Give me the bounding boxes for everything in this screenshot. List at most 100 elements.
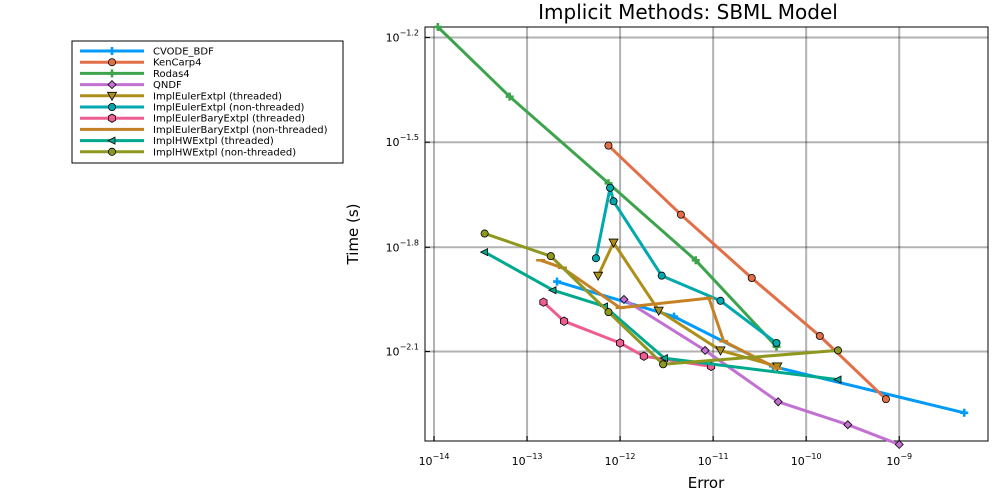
x-tick-label: 10−11 bbox=[698, 452, 729, 468]
x-tick-exp: −12 bbox=[619, 452, 636, 461]
data-point bbox=[772, 339, 781, 348]
legend-label: ImplHWExtpl (non-threaded) bbox=[153, 147, 296, 158]
data-point bbox=[619, 294, 629, 304]
data-point bbox=[616, 338, 625, 348]
legend-label: CVODE_BDF bbox=[153, 47, 214, 58]
data-point bbox=[433, 23, 442, 31]
y-tick-exp: −1.2 bbox=[400, 28, 419, 37]
data-point bbox=[548, 286, 557, 295]
data-point bbox=[553, 277, 562, 286]
x-tick-base: 10 bbox=[512, 455, 526, 468]
series-line bbox=[483, 250, 839, 382]
data-point bbox=[834, 346, 843, 355]
series-5 bbox=[591, 183, 781, 348]
data-point bbox=[691, 256, 700, 265]
y-tick-base: 10 bbox=[386, 346, 400, 359]
legend-marker bbox=[107, 113, 117, 123]
grid-lines bbox=[425, 27, 988, 441]
axis-ticks: 10−14 10−13 10−12 10−11 10−10 10−910−1.210−1.… bbox=[386, 28, 913, 468]
y-tick-label: 10−1.8 bbox=[386, 238, 419, 254]
data-point bbox=[815, 331, 824, 340]
data-point bbox=[894, 439, 904, 450]
y-tick-exp: −1.8 bbox=[400, 238, 419, 247]
legend-item: ImplHWExtpl (threaded) bbox=[80, 136, 274, 147]
x-tick-exp: −14 bbox=[433, 452, 450, 461]
legend-label: KenCarp4 bbox=[153, 58, 201, 69]
data-point bbox=[700, 345, 710, 355]
series-9 bbox=[480, 229, 843, 369]
data-point bbox=[716, 296, 725, 305]
x-tick-label: 10−13 bbox=[512, 452, 543, 468]
plot-frame bbox=[424, 26, 989, 442]
data-point bbox=[546, 252, 555, 261]
legend-marker bbox=[108, 69, 116, 78]
data-point bbox=[639, 351, 648, 361]
series-3 bbox=[619, 294, 904, 450]
series-line bbox=[594, 186, 778, 345]
data-point bbox=[539, 297, 548, 307]
x-tick-label: 10−10 bbox=[791, 452, 822, 468]
data-point bbox=[608, 238, 619, 248]
data-point bbox=[560, 316, 569, 326]
x-tick-label: 10−12 bbox=[605, 452, 636, 468]
data-point bbox=[653, 306, 664, 316]
legend-item: QNDF bbox=[80, 80, 182, 91]
legend-label: ImplEulerExtpl (threaded) bbox=[153, 91, 282, 102]
series-1 bbox=[604, 141, 890, 404]
series-2 bbox=[433, 23, 781, 351]
data-point bbox=[833, 375, 842, 384]
legend: CVODE_BDFKenCarp4Rodas4QNDFImplEulerExtp… bbox=[71, 40, 344, 164]
data-point bbox=[606, 183, 615, 192]
legend-label: Rodas4 bbox=[153, 69, 190, 80]
x-tick-base: 10 bbox=[886, 455, 900, 468]
data-point bbox=[609, 197, 618, 206]
data-point bbox=[659, 360, 668, 369]
x-axis-label: Error bbox=[688, 474, 725, 492]
y-tick-exp: −1.5 bbox=[400, 133, 419, 142]
legend-item: ImplEulerExtpl (threaded) bbox=[80, 91, 282, 102]
series-layer bbox=[433, 23, 969, 450]
legend-item: Rodas4 bbox=[80, 69, 190, 80]
data-point bbox=[747, 274, 756, 283]
legend-label: ImplEulerExtpl (non-threaded) bbox=[153, 103, 305, 114]
data-point bbox=[773, 397, 783, 407]
x-tick-exp: −9 bbox=[900, 452, 912, 461]
legend-label: ImplEulerBaryExtpl (non-threaded) bbox=[153, 125, 328, 136]
data-point bbox=[591, 254, 600, 263]
x-tick-base: 10 bbox=[419, 455, 433, 468]
data-point bbox=[479, 247, 489, 257]
x-tick-base: 10 bbox=[605, 455, 619, 468]
legend-marker bbox=[107, 136, 116, 145]
data-point bbox=[604, 141, 613, 150]
legend-marker bbox=[107, 80, 117, 90]
legend-marker bbox=[108, 58, 117, 67]
y-tick-label: 10−1.5 bbox=[386, 133, 419, 149]
data-point bbox=[505, 92, 514, 101]
legend-item: ImplHWExtpl (non-threaded) bbox=[80, 147, 296, 158]
y-tick-base: 10 bbox=[386, 136, 400, 149]
legend-label: ImplHWExtpl (threaded) bbox=[153, 136, 274, 147]
legend-item: KenCarp4 bbox=[80, 58, 201, 69]
y-tick-base: 10 bbox=[386, 241, 400, 254]
data-point bbox=[592, 271, 604, 281]
x-tick-label: 10−14 bbox=[419, 452, 450, 468]
x-tick-exp: −10 bbox=[805, 452, 822, 461]
x-tick-base: 10 bbox=[698, 455, 712, 468]
data-point bbox=[604, 308, 613, 317]
legend-item: ImplEulerBaryExtpl (threaded) bbox=[80, 113, 305, 125]
legend-marker bbox=[106, 91, 118, 102]
legend-item: CVODE_BDF bbox=[80, 47, 214, 58]
legend-item: ImplEulerExtpl (non-threaded) bbox=[80, 103, 305, 114]
series-line bbox=[542, 300, 712, 368]
legend-item: ImplEulerBaryExtpl (non-threaded) bbox=[80, 125, 328, 136]
series-line bbox=[484, 232, 839, 366]
y-tick-label: 10−2.1 bbox=[386, 343, 419, 359]
series-0 bbox=[553, 277, 969, 417]
data-point bbox=[715, 346, 726, 356]
legend-label: QNDF bbox=[153, 80, 182, 91]
y-tick-exp: −2.1 bbox=[400, 343, 419, 352]
series-line bbox=[556, 280, 965, 415]
x-tick-label: 10−9 bbox=[886, 452, 912, 468]
y-axis-label: Time (s) bbox=[344, 204, 362, 266]
